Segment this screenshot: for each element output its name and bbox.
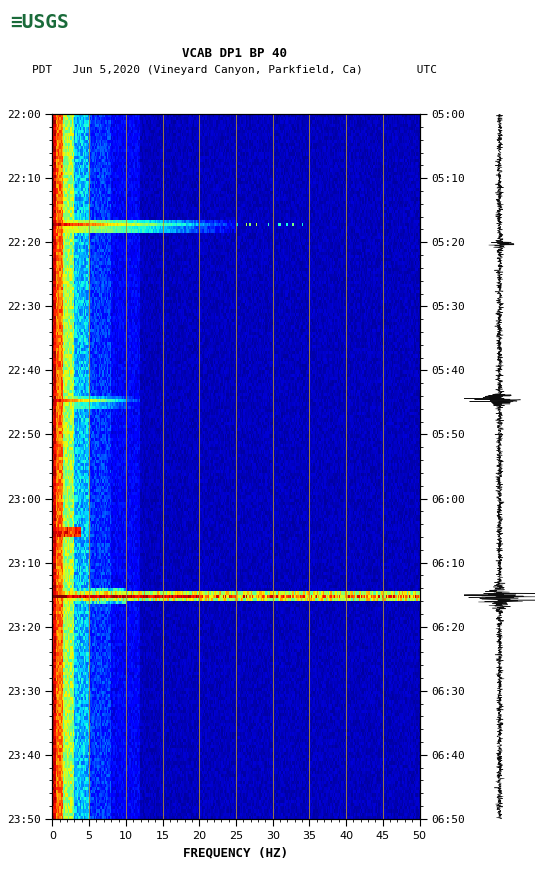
Text: PDT   Jun 5,2020 (Vineyard Canyon, Parkfield, Ca)        UTC: PDT Jun 5,2020 (Vineyard Canyon, Parkfie… [32, 64, 437, 75]
Text: VCAB DP1 BP 40: VCAB DP1 BP 40 [182, 47, 287, 60]
X-axis label: FREQUENCY (HZ): FREQUENCY (HZ) [183, 847, 289, 859]
Text: ≡USGS: ≡USGS [10, 12, 69, 32]
